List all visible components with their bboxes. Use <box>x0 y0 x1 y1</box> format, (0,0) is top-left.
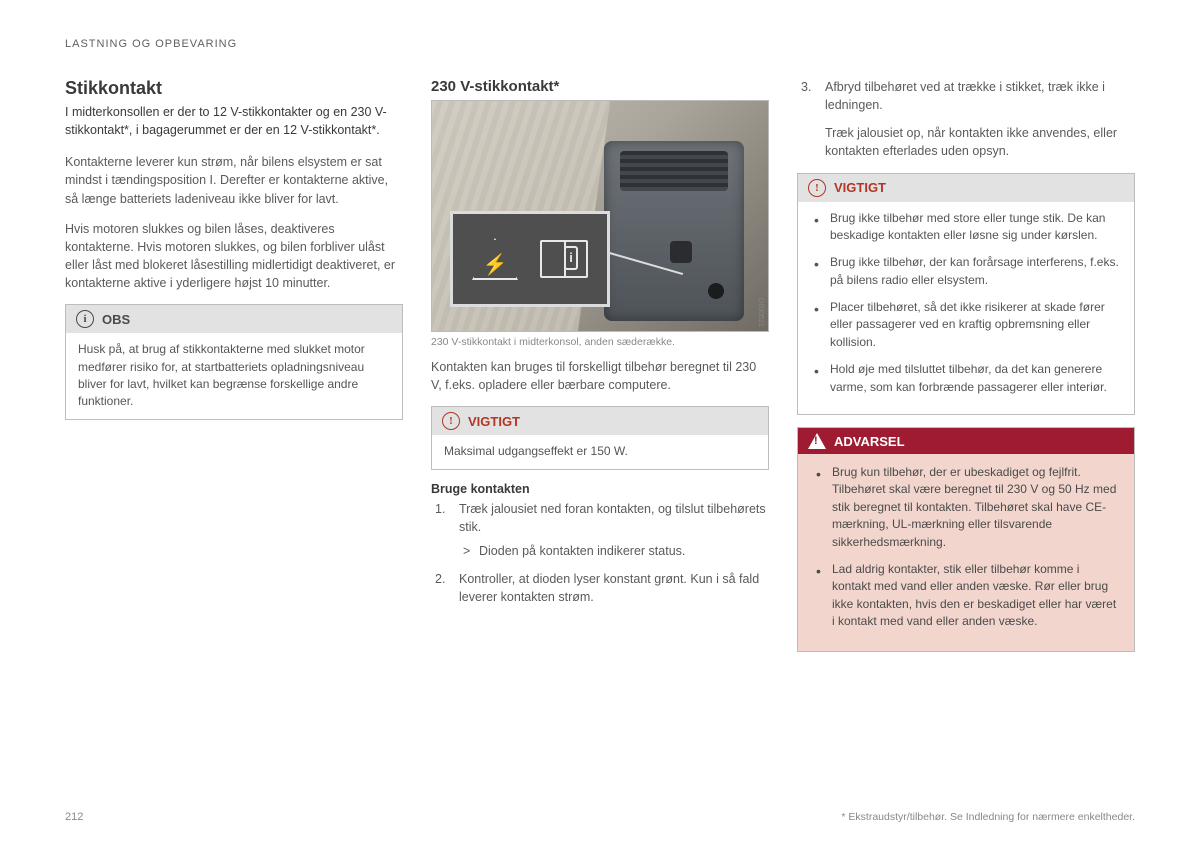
important-box: ! VIGTIGT Brug ikke tilbehør med store e… <box>797 173 1135 416</box>
main-title: Stikkontakt <box>65 78 403 99</box>
callout-box: ⚡ i <box>450 211 610 307</box>
footnote: * Ekstraudstyr/tilbehør. Se Indledning f… <box>841 811 1135 823</box>
step-text: Afbryd tilbehøret ved at trække i stikke… <box>825 80 1105 112</box>
list-item: Hold øje med tilsluttet tilbehør, da det… <box>814 361 1122 396</box>
important-header: ! VIGTIGT <box>432 407 768 435</box>
column-1: Stikkontakt I midterkonsollen er der to … <box>65 78 403 664</box>
warning-header: ADVARSEL <box>798 428 1134 454</box>
step-item: Kontroller, at dioden lyser konstant grø… <box>433 570 769 606</box>
obs-body: Husk på, at brug af stikkontakterne med … <box>66 333 402 419</box>
important-title: VIGTIGT <box>468 414 520 429</box>
obs-header: i OBS <box>66 305 402 333</box>
lead-text: I midterkonsollen er der to 12 V-stikkon… <box>65 103 403 139</box>
important-body: Brug ikke tilbehør med store eller tunge… <box>798 202 1134 415</box>
use-title: Bruge kontakten <box>431 482 769 496</box>
paragraph: Kontakterne leverer kun strøm, når bilen… <box>65 153 403 207</box>
list-item: Brug ikke tilbehør med store eller tunge… <box>814 210 1122 245</box>
list-item: Brug kun tilbehør, der er ubeskadiget og… <box>816 464 1120 551</box>
step-item: Afbryd tilbehøret ved at trække i stikke… <box>799 78 1135 161</box>
step-followup: Træk jalousiet op, når kontakten ikke an… <box>825 124 1135 160</box>
important-list: Brug ikke tilbehør med store eller tunge… <box>810 210 1122 397</box>
steps-list: Træk jalousiet ned foran kontakten, og t… <box>431 500 769 607</box>
list-item: Brug ikke tilbehør, der kan forårsage in… <box>814 254 1122 289</box>
list-item: Placer tilbehøret, så det ikke risikerer… <box>814 299 1122 351</box>
warning-box: ADVARSEL Brug kun tilbehør, der er ubesk… <box>797 427 1135 652</box>
important-title: VIGTIGT <box>834 180 886 195</box>
important-box: ! VIGTIGT Maksimal udgangseffekt er 150 … <box>431 406 769 469</box>
warning-title: ADVARSEL <box>834 434 905 449</box>
warning-list: Brug kun tilbehør, der er ubeskadiget og… <box>812 464 1120 631</box>
step-text: Træk jalousiet ned foran kontakten, og t… <box>459 502 766 534</box>
list-item: Lad aldrig kontakter, stik eller tilbehø… <box>816 561 1120 631</box>
paragraph: Kontakten kan bruges til forskelligt til… <box>431 358 769 394</box>
sub-title: 230 V-stikkontakt* <box>431 78 769 95</box>
obs-title: OBS <box>102 312 130 327</box>
step-sub: Dioden på kontakten indikerer status. <box>459 542 769 560</box>
column-2: 230 V-stikkontakt* ⚡ i G030521 230 V-sti… <box>431 78 769 664</box>
step-item: Træk jalousiet ned foran kontakten, og t… <box>433 500 769 560</box>
important-header: ! VIGTIGT <box>798 174 1134 202</box>
voltage-warning-icon: ⚡ <box>472 238 518 280</box>
content-columns: Stikkontakt I midterkonsollen er der to … <box>65 78 1135 664</box>
socket-figure: ⚡ i G030521 <box>431 100 769 332</box>
steps-list-cont: Afbryd tilbehøret ved at trække i stikke… <box>797 78 1135 161</box>
figure-caption: 230 V-stikkontakt i midterkonsol, anden … <box>431 336 769 348</box>
warning-body: Brug kun tilbehør, der er ubeskadiget og… <box>798 454 1134 651</box>
section-header: LASTNING OG OPBEVARING <box>65 38 1135 50</box>
important-icon: ! <box>808 179 826 197</box>
obs-box: i OBS Husk på, at brug af stikkontaktern… <box>65 304 403 420</box>
important-body: Maksimal udgangseffekt er 150 W. <box>432 435 768 468</box>
warning-icon <box>808 433 826 449</box>
figure-vent <box>620 151 728 191</box>
page-number: 212 <box>65 811 83 823</box>
paragraph: Hvis motoren slukkes og bilen låses, dea… <box>65 220 403 293</box>
figure-lighter <box>708 283 724 299</box>
info-icon: i <box>76 310 94 328</box>
image-code: G030521 <box>757 298 764 327</box>
important-icon: ! <box>442 412 460 430</box>
manual-icon: i <box>540 240 588 278</box>
column-3: Afbryd tilbehøret ved at trække i stikke… <box>797 78 1135 664</box>
figure-console <box>604 141 744 321</box>
figure-socket <box>670 241 692 263</box>
